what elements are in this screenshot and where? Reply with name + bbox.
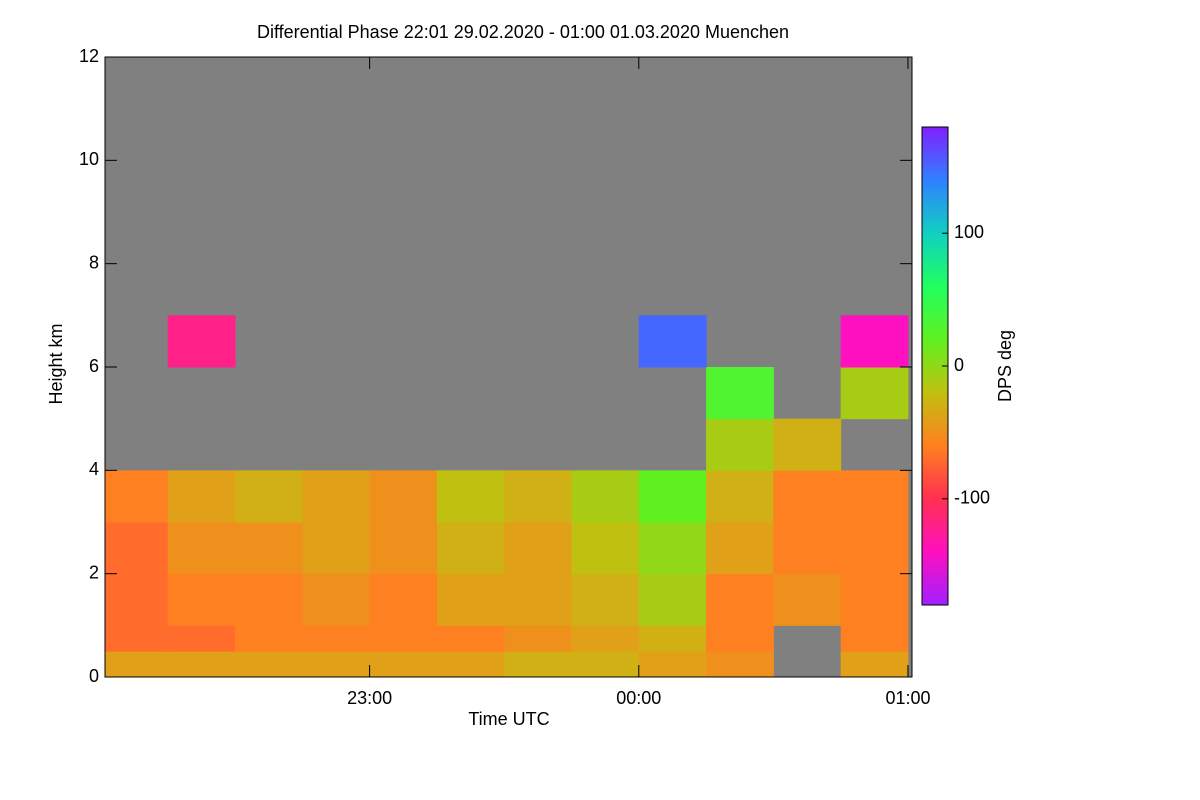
heatmap-cell <box>571 470 640 523</box>
colorbar-tick-label: 100 <box>954 222 984 242</box>
heatmap-cell <box>105 470 169 523</box>
heatmap-cell <box>105 625 169 652</box>
heatmap-cell <box>706 625 774 652</box>
heatmap-cell <box>840 367 909 420</box>
heatmap-cell <box>504 470 572 523</box>
heatmap-cell <box>840 625 909 652</box>
heatmap-cell <box>167 470 236 523</box>
heatmap-cell <box>638 625 707 652</box>
heatmap-cell <box>436 522 505 575</box>
heatmap-cell <box>638 522 707 575</box>
x-tick-label: 00:00 <box>616 688 661 708</box>
heatmap-cell <box>235 573 303 626</box>
heatmap-cell <box>638 651 707 678</box>
heatmap-cell <box>504 651 572 678</box>
heatmap-cell <box>235 651 303 678</box>
heatmap-cell <box>706 651 774 678</box>
heatmap-cell <box>773 418 842 471</box>
heatmap-cell <box>167 625 236 652</box>
x-axis-label: Time UTC <box>468 709 549 729</box>
heatmap-cell <box>167 573 236 626</box>
heatmap-cell <box>369 625 438 652</box>
heatmap-cell <box>638 315 707 368</box>
x-tick-label: 01:00 <box>885 688 930 708</box>
heatmap-cell <box>773 573 842 626</box>
heatmap-cell <box>369 651 438 678</box>
colorbar-label: DPS deg <box>995 330 1015 402</box>
heatmap-cell <box>167 651 236 678</box>
heatmap-cell <box>436 625 505 652</box>
heatmap-cell <box>167 315 236 368</box>
heatmap-cell <box>773 522 842 575</box>
chart-title: Differential Phase 22:01 29.02.2020 - 01… <box>257 22 789 42</box>
heatmap-cell <box>369 573 438 626</box>
heatmap-cell <box>706 418 774 471</box>
heatmap-cell <box>235 522 303 575</box>
heatmap-cell <box>235 625 303 652</box>
heatmap-cell <box>773 470 842 523</box>
heatmap-cell <box>302 625 371 652</box>
heatmap-cell <box>105 651 169 678</box>
y-axis-label: Height km <box>46 323 66 404</box>
y-tick-label: 6 <box>89 356 99 376</box>
heatmap-cell <box>105 573 169 626</box>
heatmap-cell <box>706 573 774 626</box>
colorbar-tick-label: -100 <box>954 488 990 508</box>
heatmap-cell <box>638 573 707 626</box>
y-tick-label: 0 <box>89 666 99 686</box>
heatmap-cell <box>302 470 371 523</box>
heatmap-cell <box>167 522 236 575</box>
y-tick-label: 2 <box>89 562 99 582</box>
y-tick-label: 8 <box>89 252 99 272</box>
colorbar-tick-label: 0 <box>954 355 964 375</box>
heatmap-cell <box>105 522 169 575</box>
heatmap-cell <box>840 315 909 368</box>
heatmap-cell <box>504 573 572 626</box>
y-tick-label: 4 <box>89 459 99 479</box>
heatmap-cell <box>504 625 572 652</box>
heatmap-cell <box>840 522 909 575</box>
heatmap-cell <box>571 573 640 626</box>
heatmap-cell <box>302 522 371 575</box>
heatmap-cell <box>302 573 371 626</box>
heatmap-cell <box>436 573 505 626</box>
heatmap-cell <box>571 625 640 652</box>
heatmap-cell <box>504 522 572 575</box>
x-tick-label: 23:00 <box>347 688 392 708</box>
heatmap-cell <box>571 522 640 575</box>
heatmap-cell <box>369 470 438 523</box>
heatmap-cell <box>706 367 774 420</box>
y-tick-label: 12 <box>79 46 99 66</box>
heatmap-cell <box>840 470 909 523</box>
heatmap-cell <box>436 470 505 523</box>
heatmap-cell <box>638 470 707 523</box>
heatmap-cell <box>706 522 774 575</box>
y-tick-label: 10 <box>79 149 99 169</box>
heatmap-cell <box>571 651 640 678</box>
heatmap-cell <box>235 470 303 523</box>
heatmap-cell <box>302 651 371 678</box>
heatmap-cell <box>436 651 505 678</box>
heatmap-cell <box>840 651 909 678</box>
heatmap-cell <box>840 573 909 626</box>
heatmap-cell <box>706 470 774 523</box>
heatmap-cell <box>369 522 438 575</box>
